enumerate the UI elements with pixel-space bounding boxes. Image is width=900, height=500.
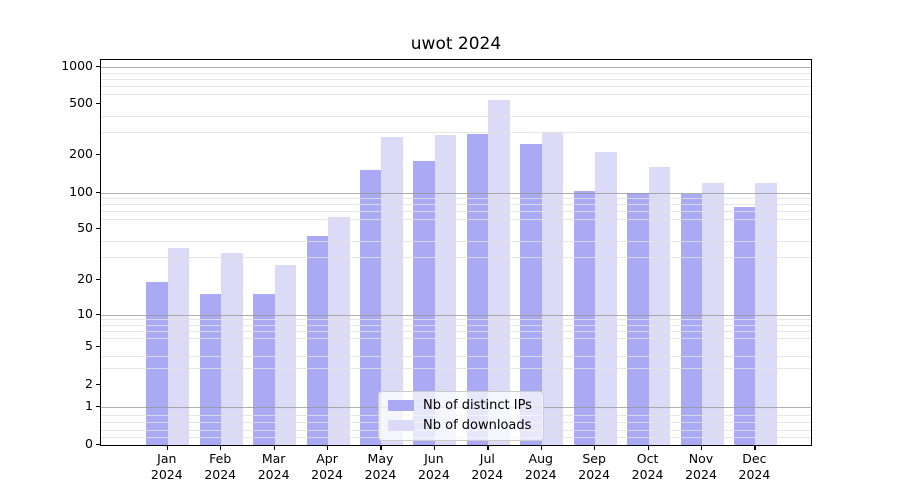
minor-gridline — [101, 78, 811, 80]
y-tick-mark — [96, 191, 100, 193]
y-tick-label: 5 — [85, 337, 93, 353]
bar — [702, 182, 724, 445]
x-tick-label: Dec 2024 — [738, 451, 771, 482]
minor-gridline — [101, 116, 811, 118]
minor-gridline — [101, 338, 811, 340]
bar — [146, 282, 168, 445]
bar — [306, 235, 329, 445]
minor-gridline — [101, 319, 811, 321]
bar — [488, 99, 510, 445]
x-tick-label: Jul 2024 — [471, 451, 504, 482]
bar — [359, 170, 382, 445]
y-tick-mark — [96, 444, 100, 446]
x-tick-mark — [540, 446, 542, 450]
minor-gridline — [101, 240, 811, 242]
x-tick-label: Oct 2024 — [631, 451, 664, 482]
y-tick-mark — [96, 345, 100, 347]
x-tick-mark — [754, 446, 756, 450]
y-tick-label: 50 — [77, 219, 93, 235]
x-tick-label: Feb 2024 — [204, 451, 237, 482]
y-tick-mark — [96, 278, 100, 280]
minor-gridline — [101, 219, 811, 221]
minor-gridline — [101, 355, 811, 357]
major-gridline — [101, 192, 811, 194]
y-tick-mark — [96, 383, 100, 385]
minor-gridline — [101, 94, 811, 96]
x-tick-mark — [594, 446, 596, 450]
minor-gridline — [101, 72, 811, 74]
x-tick-mark — [220, 446, 222, 450]
legend-label-downloads: Nb of downloads — [423, 418, 532, 433]
y-tick-mark — [96, 313, 100, 315]
x-tick-label: Nov 2024 — [685, 451, 717, 482]
y-tick-label: 10 — [77, 305, 93, 321]
bar — [541, 132, 564, 445]
minor-gridline — [101, 330, 811, 332]
x-tick-mark — [166, 446, 168, 450]
y-tick-label: 200 — [69, 145, 93, 161]
x-tick-mark — [327, 446, 329, 450]
x-tick-label: Jun 2024 — [417, 451, 450, 482]
bar — [573, 191, 596, 445]
y-tick-mark — [96, 102, 100, 104]
minor-gridline — [101, 256, 811, 258]
bar — [221, 253, 243, 445]
minor-gridline — [101, 204, 811, 206]
major-gridline — [101, 314, 811, 316]
y-tick-label: 500 — [69, 94, 93, 110]
bar — [755, 182, 777, 445]
y-tick-label: 1000 — [61, 58, 93, 74]
x-tick-label: Jan 2024 — [150, 451, 183, 482]
bar — [274, 264, 297, 445]
minor-gridline — [101, 367, 811, 369]
plot-area — [100, 59, 812, 446]
legend-swatch-distinct-ips — [388, 400, 414, 411]
y-tick-label: 100 — [69, 183, 93, 199]
legend: Nb of distinct IPs Nb of downloads — [378, 391, 544, 441]
bar — [434, 135, 457, 445]
x-tick-mark — [433, 446, 436, 450]
bar — [648, 166, 671, 445]
x-tick-label: May 2024 — [364, 451, 397, 482]
bar — [680, 193, 702, 445]
legend-item-distinct-ips: Nb of distinct IPs — [388, 398, 532, 413]
x-tick-mark — [273, 446, 275, 450]
major-gridline — [101, 67, 811, 69]
x-tick-label: Sep 2024 — [578, 451, 611, 482]
x-tick-label: Aug 2024 — [524, 451, 557, 482]
y-tick-mark — [96, 406, 100, 408]
minor-gridline — [101, 132, 811, 134]
x-tick-label: Apr 2024 — [311, 451, 343, 482]
y-tick-label: 1 — [85, 398, 93, 413]
minor-gridline — [101, 324, 811, 326]
y-tick-mark — [96, 153, 100, 155]
y-tick-label: 20 — [77, 270, 93, 286]
y-tick-mark — [96, 227, 100, 229]
minor-gridline — [101, 197, 811, 199]
bar — [595, 151, 617, 445]
x-tick-mark — [647, 446, 649, 450]
bar — [167, 248, 190, 445]
y-tick-label: 2 — [85, 375, 93, 391]
x-tick-mark — [701, 446, 703, 450]
minor-gridline — [101, 211, 811, 213]
minor-gridline — [101, 86, 811, 88]
x-tick-label: Mar 2024 — [257, 451, 290, 482]
legend-item-downloads: Nb of downloads — [388, 418, 532, 433]
bar — [627, 192, 649, 445]
bar — [733, 207, 756, 445]
bar — [413, 160, 435, 445]
x-tick-mark — [380, 446, 382, 450]
legend-swatch-downloads — [388, 420, 414, 431]
y-tick-label: 0 — [85, 436, 93, 451]
legend-label-distinct-ips: Nb of distinct IPs — [423, 398, 532, 413]
x-tick-mark — [487, 446, 489, 450]
y-tick-mark — [96, 66, 100, 68]
chart-title: uwot 2024 — [410, 34, 502, 54]
